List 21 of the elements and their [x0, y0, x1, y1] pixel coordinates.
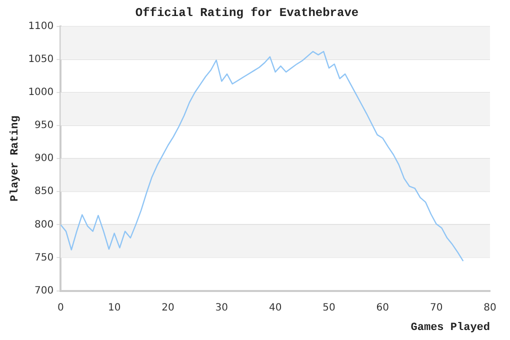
x-tick-label: 20: [162, 302, 174, 314]
x-tick-label: 80: [484, 302, 496, 314]
x-tick-label: 0: [57, 302, 64, 314]
y-tick-label: 1100: [28, 20, 54, 32]
y-axis-title: Player Rating: [9, 116, 22, 202]
y-tick-label: 750: [34, 252, 54, 264]
x-tick-label: 40: [268, 302, 282, 314]
y-tick-label: 700: [34, 285, 54, 296]
y-tick-label: 1000: [28, 87, 54, 98]
y-tick-label: 800: [34, 219, 54, 230]
y-tick-label: 950: [34, 120, 54, 132]
x-axis-title: Games Played: [410, 322, 490, 334]
x-tick-label: 10: [108, 302, 121, 314]
y-tick-label: 1050: [28, 54, 54, 66]
x-tick-label: 50: [322, 302, 336, 314]
x-tick-label: 30: [215, 302, 228, 314]
y-tick-label: 900: [34, 153, 54, 164]
x-tick-label: 70: [430, 302, 443, 314]
chart-title: Official Rating for Evathebrave: [135, 6, 359, 20]
x-tick-label: 60: [376, 302, 390, 314]
y-tick-label: 850: [34, 186, 54, 198]
